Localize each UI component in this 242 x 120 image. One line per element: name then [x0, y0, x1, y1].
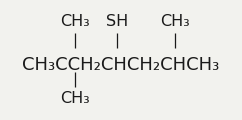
Text: SH: SH	[106, 14, 128, 29]
Text: CH₃: CH₃	[60, 91, 90, 106]
Text: CH₃: CH₃	[60, 14, 90, 29]
Text: CH₃: CH₃	[160, 14, 190, 29]
Text: CH₃CCH₂CHCH₂CHCH₃: CH₃CCH₂CHCH₂CHCH₃	[22, 56, 220, 74]
